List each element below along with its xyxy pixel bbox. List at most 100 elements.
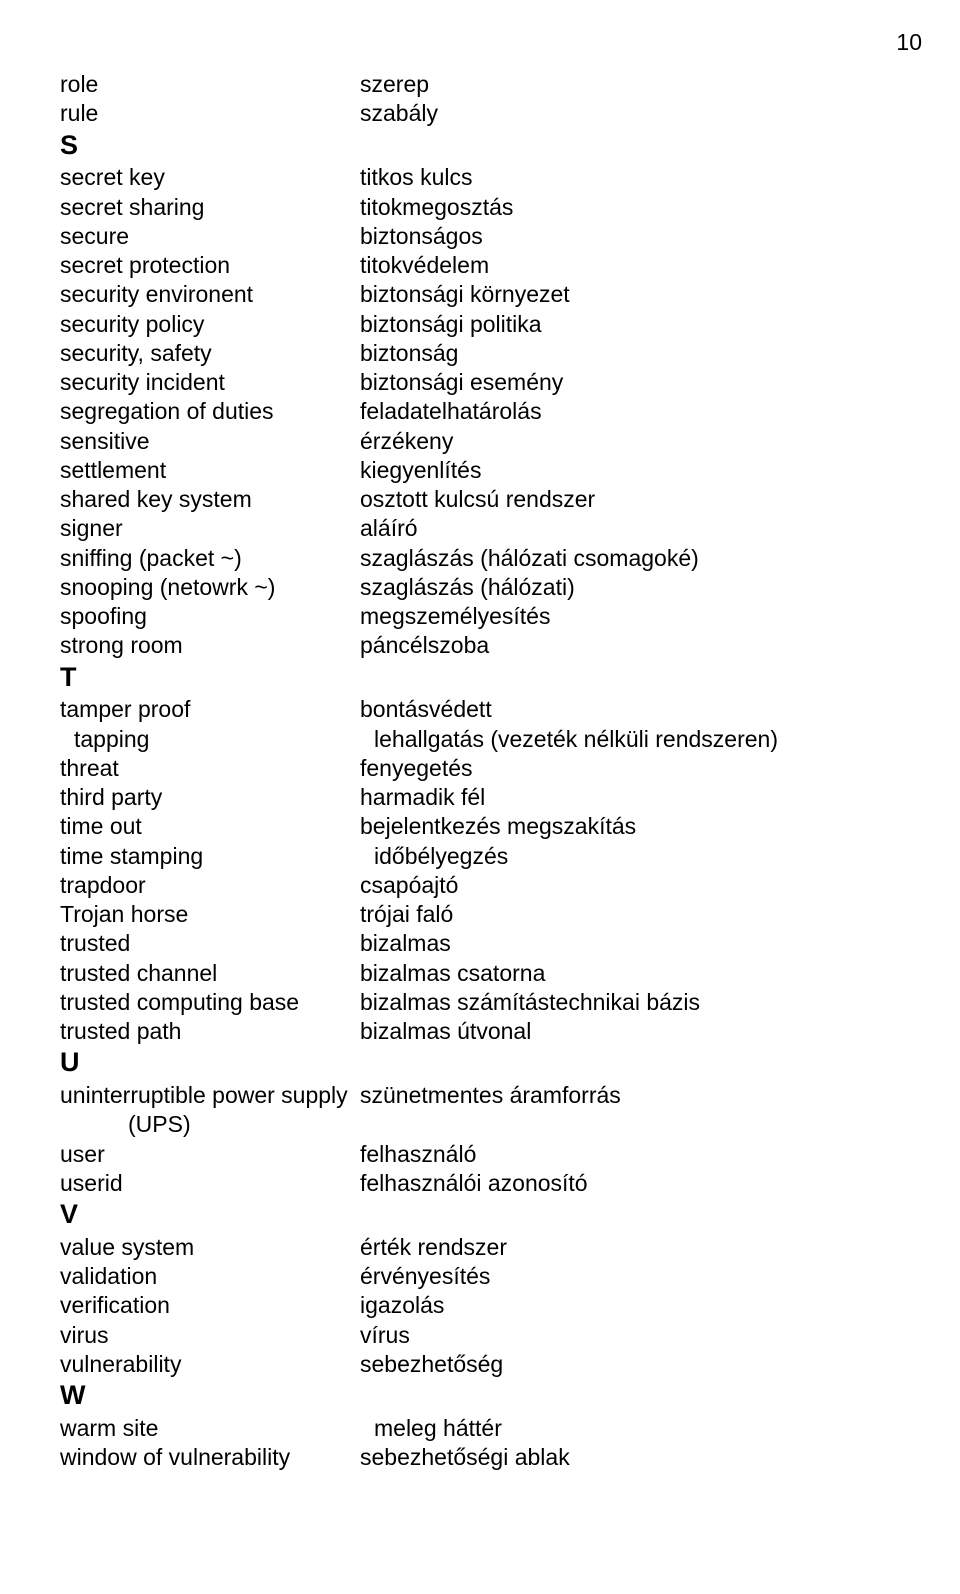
term-hu: titkos kulcs	[360, 163, 900, 192]
glossary-row: sniffing (packet ~)szaglászás (hálózati …	[60, 544, 900, 573]
glossary-row: security incidentbiztonsági esemény	[60, 368, 900, 397]
term-en: settlement	[60, 456, 360, 485]
glossary-row: (UPS)	[60, 1110, 900, 1139]
term-hu: biztonságos	[360, 222, 900, 251]
term-en: snooping (netowrk ~)	[60, 573, 360, 602]
term-hu: bizalmas	[360, 929, 900, 958]
glossary-row: trustedbizalmas	[60, 929, 900, 958]
term-hu: aláíró	[360, 514, 900, 543]
term-hu	[428, 1110, 900, 1139]
glossary-row: secret sharingtitokmegosztás	[60, 193, 900, 222]
term-en: security policy	[60, 310, 360, 339]
term-hu: érték rendszer	[360, 1233, 900, 1262]
term-en: trusted	[60, 929, 360, 958]
term-hu: bizalmas számítástechnikai bázis	[360, 988, 900, 1017]
term-en: secret sharing	[60, 193, 360, 222]
glossary-row: verificationigazolás	[60, 1291, 900, 1320]
glossary-row: third partyharmadik fél	[60, 783, 900, 812]
term-hu: feladatelhatárolás	[360, 397, 900, 426]
glossary-row: window of vulnerabilitysebezhetőségi abl…	[60, 1443, 900, 1472]
term-en: uninterruptible power supply	[60, 1081, 360, 1110]
glossary-row: strong roompáncélszoba	[60, 631, 900, 660]
glossary-row: settlementkiegyenlítés	[60, 456, 900, 485]
glossary-row: roleszerep	[60, 70, 900, 99]
term-hu: sebezhetőség	[360, 1350, 900, 1379]
term-en: secret protection	[60, 251, 360, 280]
term-hu: biztonsági környezet	[360, 280, 900, 309]
term-en: trusted channel	[60, 959, 360, 988]
glossary-row: spoofingmegszemélyesítés	[60, 602, 900, 631]
term-hu: bizalmas útvonal	[360, 1017, 900, 1046]
glossary-row: trusted pathbizalmas útvonal	[60, 1017, 900, 1046]
term-hu: szerep	[360, 70, 900, 99]
glossary-row: useridfelhasználói azonosító	[60, 1169, 900, 1198]
term-hu: igazolás	[360, 1291, 900, 1320]
term-hu: felhasználó	[360, 1140, 900, 1169]
term-en: time stamping	[60, 842, 360, 871]
glossary-row: shared key systemosztott kulcsú rendszer	[60, 485, 900, 514]
term-en: userid	[60, 1169, 360, 1198]
term-hu: felhasználói azonosító	[360, 1169, 900, 1198]
term-hu: biztonság	[360, 339, 900, 368]
section-letter: S	[60, 129, 900, 163]
glossary-row: trapdoorcsapóajtó	[60, 871, 900, 900]
term-en: sniffing (packet ~)	[60, 544, 360, 573]
term-hu: érzékeny	[360, 427, 900, 456]
glossary-row: vulnerabilitysebezhetőség	[60, 1350, 900, 1379]
term-en: trusted computing base	[60, 988, 360, 1017]
term-hu: biztonsági politika	[360, 310, 900, 339]
glossary-row: trusted computing basebizalmas számítást…	[60, 988, 900, 1017]
term-en: value system	[60, 1233, 360, 1262]
glossary-row: value systemérték rendszer	[60, 1233, 900, 1262]
term-en: tapping	[60, 725, 374, 754]
term-hu: lehallgatás (vezeték nélküli rendszeren)	[374, 725, 900, 754]
glossary-row: uninterruptible power supplyszünetmentes…	[60, 1081, 900, 1110]
term-hu: megszemélyesítés	[360, 602, 900, 631]
term-en: sensitive	[60, 427, 360, 456]
term-en: window of vulnerability	[60, 1443, 360, 1472]
page: 10 roleszerepruleszabálySsecret keytitko…	[0, 0, 960, 1594]
term-hu: kiegyenlítés	[360, 456, 900, 485]
term-en: verification	[60, 1291, 360, 1320]
page-number: 10	[896, 28, 922, 57]
term-en: signer	[60, 514, 360, 543]
term-en: security incident	[60, 368, 360, 397]
term-en: rule	[60, 99, 360, 128]
term-hu: páncélszoba	[360, 631, 900, 660]
glossary-row: security policybiztonsági politika	[60, 310, 900, 339]
term-en: virus	[60, 1321, 360, 1350]
term-en: threat	[60, 754, 360, 783]
term-hu: meleg háttér	[360, 1414, 900, 1443]
term-en: vulnerability	[60, 1350, 360, 1379]
term-en: user	[60, 1140, 360, 1169]
term-hu: bontásvédett	[360, 695, 900, 724]
term-en: Trojan horse	[60, 900, 360, 929]
term-en: spoofing	[60, 602, 360, 631]
term-hu: szaglászás (hálózati)	[360, 573, 900, 602]
term-hu: érvényesítés	[360, 1262, 900, 1291]
term-en: strong room	[60, 631, 360, 660]
term-en: shared key system	[60, 485, 360, 514]
glossary-row: trusted channelbizalmas csatorna	[60, 959, 900, 988]
glossary-row: Trojan horsetrójai faló	[60, 900, 900, 929]
term-hu: osztott kulcsú rendszer	[360, 485, 900, 514]
section-letter: U	[60, 1046, 900, 1080]
term-hu: csapóajtó	[360, 871, 900, 900]
term-en: third party	[60, 783, 360, 812]
glossary-row: userfelhasználó	[60, 1140, 900, 1169]
section-letter: T	[60, 661, 900, 695]
glossary-row: segregation of dutiesfeladatelhatárolás	[60, 397, 900, 426]
term-hu: titokmegosztás	[360, 193, 900, 222]
term-en: security environent	[60, 280, 360, 309]
glossary-row: warm sitemeleg háttér	[60, 1414, 900, 1443]
glossary-row: virusvírus	[60, 1321, 900, 1350]
glossary-row: threatfenyegetés	[60, 754, 900, 783]
glossary-row: tamper proofbontásvédett	[60, 695, 900, 724]
term-en: validation	[60, 1262, 360, 1291]
term-en: segregation of duties	[60, 397, 360, 426]
glossary-row: secret protectiontitokvédelem	[60, 251, 900, 280]
glossary-row: signeraláíró	[60, 514, 900, 543]
term-hu: bizalmas csatorna	[360, 959, 900, 988]
term-hu: harmadik fél	[360, 783, 900, 812]
glossary-row: security, safetybiztonság	[60, 339, 900, 368]
